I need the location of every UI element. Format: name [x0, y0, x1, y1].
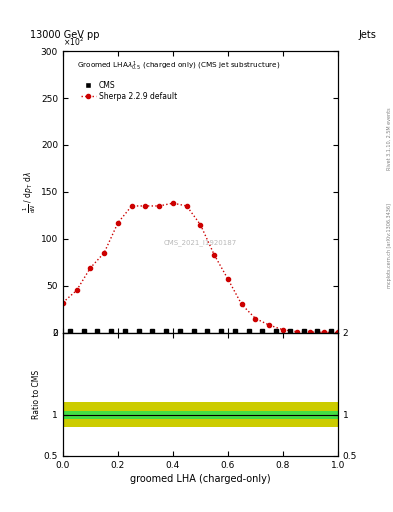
- Text: Rivet 3.1.10, 2.5M events: Rivet 3.1.10, 2.5M events: [387, 107, 392, 169]
- Legend: CMS, Sherpa 2.2.9 default: CMS, Sherpa 2.2.9 default: [78, 77, 180, 104]
- Text: $\times10^{2}$: $\times10^{2}$: [63, 36, 84, 49]
- Text: CMS_2021_I1920187: CMS_2021_I1920187: [164, 239, 237, 246]
- X-axis label: groomed LHA (charged-only): groomed LHA (charged-only): [130, 474, 271, 484]
- Y-axis label: $\frac{1}{\mathrm{d}N}$ / $\mathrm{d}p_\mathrm{T}$ $\mathrm{d}\lambda$: $\frac{1}{\mathrm{d}N}$ / $\mathrm{d}p_\…: [22, 171, 38, 213]
- Text: mcplots.cern.ch [arXiv:1306.3436]: mcplots.cern.ch [arXiv:1306.3436]: [387, 203, 392, 288]
- Text: 13000 GeV pp: 13000 GeV pp: [30, 30, 99, 40]
- Text: Jets: Jets: [359, 30, 376, 40]
- Text: Groomed LHA$\lambda^{1}_{0.5}$ (charged only) (CMS jet substructure): Groomed LHA$\lambda^{1}_{0.5}$ (charged …: [77, 59, 280, 73]
- Y-axis label: Ratio to CMS: Ratio to CMS: [32, 370, 41, 419]
